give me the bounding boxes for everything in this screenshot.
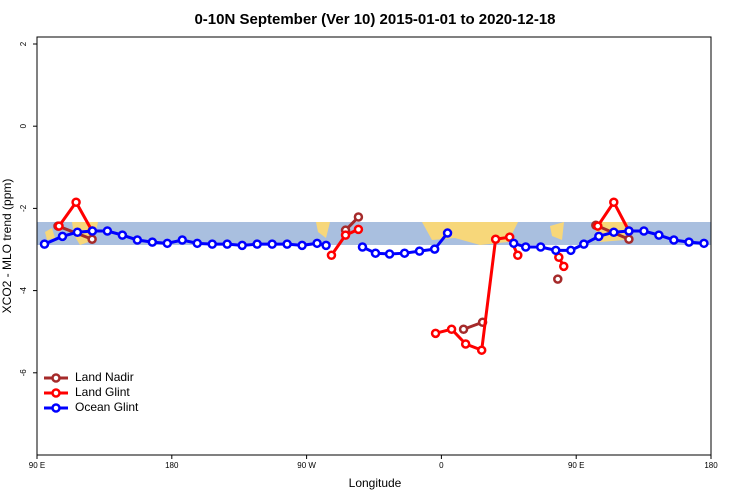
point — [117, 230, 128, 240]
point — [267, 239, 277, 249]
legend-swatch-marker — [51, 403, 61, 413]
point — [237, 240, 247, 251]
point — [353, 212, 364, 222]
point — [508, 238, 519, 249]
point — [504, 232, 515, 242]
x-tick-label: 180 — [704, 461, 718, 470]
map-strip — [37, 222, 711, 245]
point — [71, 197, 81, 207]
point — [553, 274, 563, 284]
ocean-band — [37, 222, 711, 245]
y-axis-label: XCO2 - MLO trend (ppm) — [0, 179, 14, 314]
point — [513, 250, 523, 260]
point — [624, 234, 634, 244]
x-tick-label: 90 W — [297, 461, 316, 470]
point — [87, 226, 98, 236]
plot-frame — [36, 36, 712, 456]
point — [54, 221, 64, 231]
y-tick-label: -6 — [19, 369, 28, 377]
x-tick-label: 90 E — [29, 461, 45, 470]
point — [252, 239, 262, 249]
point — [87, 234, 97, 244]
point — [39, 239, 50, 249]
point — [207, 239, 217, 249]
x-tick-label: 180 — [165, 461, 179, 470]
point — [177, 235, 188, 245]
point — [57, 231, 68, 242]
point — [147, 237, 158, 247]
point — [132, 235, 143, 245]
point — [566, 245, 576, 256]
x-axis-label: Longitude — [349, 476, 402, 490]
point — [609, 227, 619, 237]
land — [45, 222, 628, 245]
point — [579, 239, 589, 249]
point — [699, 238, 709, 249]
point — [321, 240, 331, 251]
point — [192, 238, 203, 249]
point — [442, 228, 453, 238]
legend-swatch-marker — [51, 388, 61, 398]
y-tick-label: 2 — [19, 41, 28, 46]
point — [520, 242, 531, 252]
point — [162, 238, 173, 249]
y-tick-label: -4 — [19, 286, 28, 294]
y-tick-label: -2 — [19, 204, 28, 212]
x-tick-label: 0 — [439, 461, 444, 470]
point — [312, 238, 322, 249]
point — [551, 245, 561, 256]
point — [222, 239, 232, 249]
y-tick-label: 0 — [19, 123, 28, 128]
point — [669, 235, 679, 245]
point — [654, 230, 664, 240]
point — [593, 221, 603, 231]
legend-swatch-marker — [51, 373, 61, 383]
point — [458, 324, 469, 334]
point — [684, 237, 694, 247]
point — [476, 345, 487, 355]
point — [370, 248, 381, 258]
series — [39, 226, 709, 259]
series-line — [435, 235, 520, 353]
point — [384, 249, 395, 259]
point — [282, 239, 292, 249]
legend-label: Land Nadir — [75, 370, 134, 384]
point — [446, 324, 457, 334]
series — [54, 197, 634, 355]
chart-title: 0-10N September (Ver 10) 2015-01-01 to 2… — [194, 11, 555, 28]
legend-label: Land Glint — [75, 385, 130, 399]
point — [594, 231, 604, 242]
point — [429, 244, 440, 254]
legend-label: Ocean Glint — [75, 400, 139, 414]
point — [340, 230, 351, 240]
point — [353, 224, 364, 235]
point — [430, 328, 441, 339]
point — [414, 246, 425, 256]
point — [102, 226, 113, 236]
point — [326, 250, 337, 260]
point — [624, 226, 634, 236]
point — [559, 261, 569, 272]
point — [490, 234, 501, 244]
x-tick-label: 90 E — [568, 461, 584, 470]
point — [460, 339, 471, 349]
point — [357, 242, 368, 252]
point — [609, 197, 619, 207]
point — [399, 248, 410, 258]
point — [72, 227, 83, 237]
point — [535, 242, 546, 252]
point — [297, 240, 307, 251]
point — [639, 226, 649, 236]
